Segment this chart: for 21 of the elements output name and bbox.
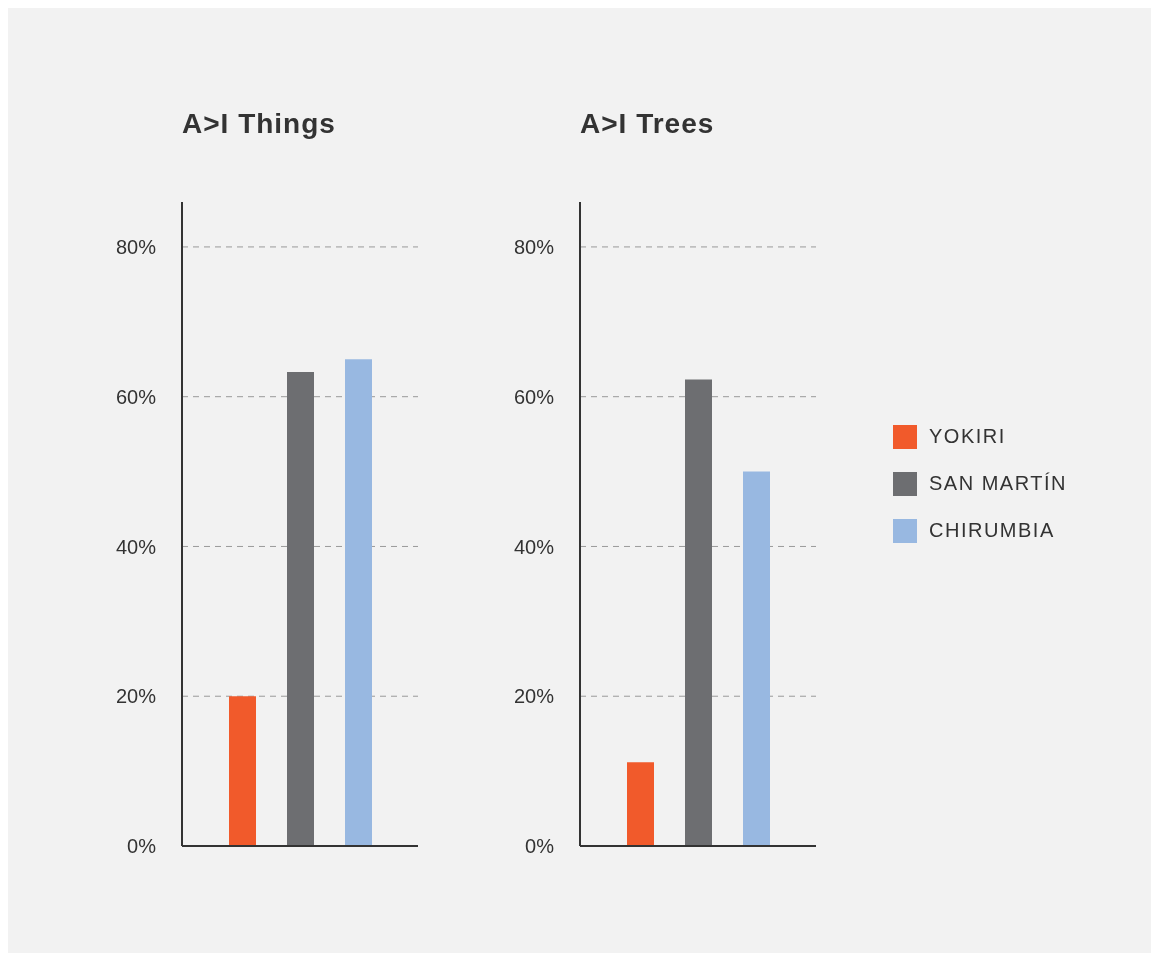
legend-label: YOKIRI — [929, 425, 1006, 448]
bar — [229, 696, 256, 846]
y-tick-label: 60% — [115, 385, 157, 408]
y-tick-label: 60% — [513, 385, 555, 408]
y-tick-label: 80% — [115, 236, 157, 259]
bar — [685, 379, 712, 846]
y-tick-label: 80% — [513, 236, 555, 259]
bar — [743, 471, 770, 846]
y-tick-label: 20% — [513, 685, 555, 708]
y-tick-label: 40% — [513, 535, 555, 558]
bar — [627, 762, 654, 846]
legend-label: SAN MARTÍN — [929, 472, 1067, 495]
chart-title: A>I Things — [182, 108, 337, 141]
bar — [345, 359, 372, 846]
chart-title: A>I Trees — [580, 108, 716, 141]
y-tick-label: 20% — [115, 685, 157, 708]
y-tick-label: 0% — [127, 835, 157, 858]
legend-label: CHIRUMBIA — [929, 519, 1055, 542]
y-tick-label: 0% — [525, 835, 555, 858]
y-tick-label: 40% — [115, 535, 157, 558]
bar — [287, 371, 314, 846]
